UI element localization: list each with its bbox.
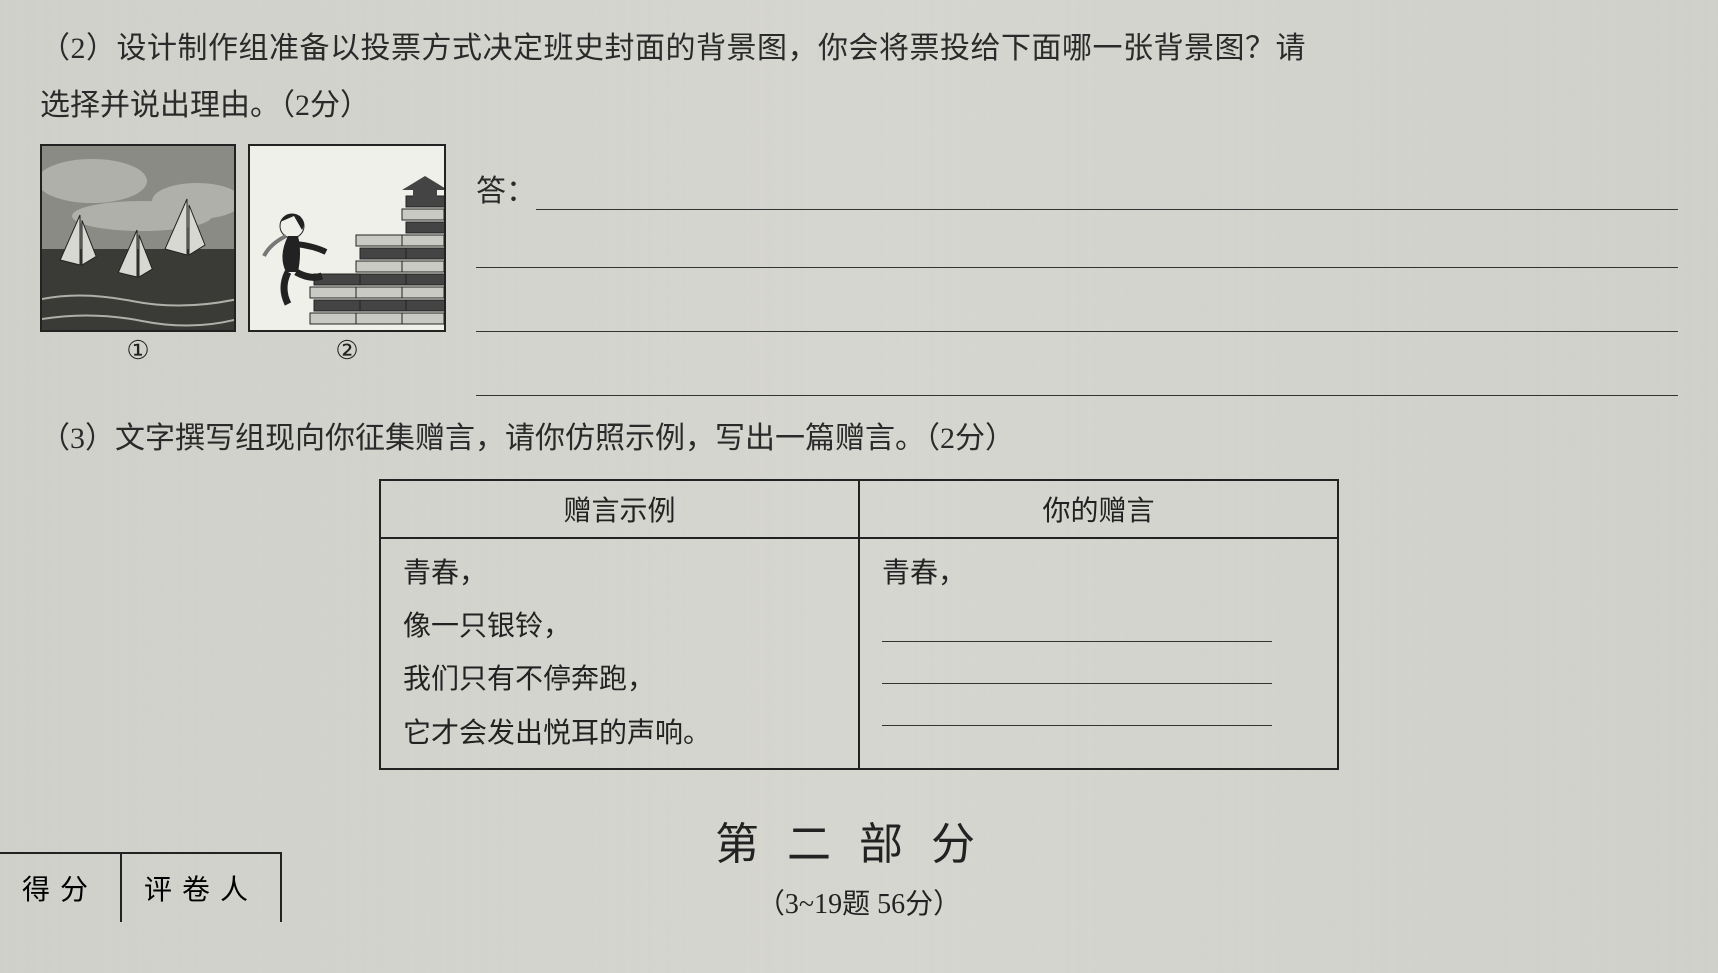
image-1-sailboats: [40, 144, 236, 332]
q3-prompt: （3）文字撰写组现向你征集赠言，请你仿照示例，写出一篇赠言。（2分）: [40, 410, 1678, 467]
score-cell-pingjuanren: 评卷人: [122, 854, 280, 922]
example-line-1: 青春，: [403, 547, 836, 600]
score-cell-defen: 得分: [0, 854, 122, 922]
answer-label: 答：: [476, 166, 536, 210]
your-blank-2[interactable]: [882, 662, 1272, 684]
q2-prompt-line1: （2）设计制作组准备以投票方式决定班史封面的背景图，你会将票投给下面哪一张背景图…: [40, 20, 1678, 77]
image-wrap-1: ①: [40, 144, 236, 366]
table-header-right: 你的赠言: [859, 480, 1338, 538]
image-1-label: ①: [126, 336, 149, 366]
example-line-2: 像一只银铃，: [403, 600, 836, 653]
score-row: 得分 评卷人: [0, 852, 282, 922]
example-line-4: 它才会发出悦耳的声响。: [403, 707, 836, 760]
answer-column: 答：: [476, 144, 1678, 402]
image-wrap-2: ②: [248, 144, 446, 366]
example-line-3: 我们只有不停奔跑，: [403, 653, 836, 706]
part2-subtitle: （3~19题 56分）: [40, 882, 1678, 922]
part2-header: 第二部分 （3~19题 56分）: [40, 808, 1678, 922]
your-line-start: 青春，: [882, 547, 1315, 600]
your-blank-3[interactable]: [882, 704, 1272, 726]
table-cell-your-answer: 青春，: [859, 538, 1338, 769]
image-2-label: ②: [335, 336, 358, 366]
score-box: 得分 评卷人: [0, 852, 282, 922]
part2-title: 第二部分: [40, 808, 1678, 872]
answer-blank-line-1[interactable]: [536, 176, 1678, 210]
table-cell-example: 青春， 像一只银铃， 我们只有不停奔跑， 它才会发出悦耳的声响。: [380, 538, 859, 769]
your-blank-1[interactable]: [882, 620, 1272, 642]
answer-blank-line-3[interactable]: [476, 296, 1678, 332]
table-header-left: 赠言示例: [380, 480, 859, 538]
images-answer-row: ①: [40, 144, 1678, 402]
answer-blank-line-2[interactable]: [476, 232, 1678, 268]
zengyan-table: 赠言示例 你的赠言 青春， 像一只银铃， 我们只有不停奔跑， 它才会发出悦耳的声…: [379, 479, 1339, 770]
q2-prompt-line2: 选择并说出理由。（2分）: [40, 77, 1678, 134]
answer-blank-line-4[interactable]: [476, 360, 1678, 396]
image-2-books-student: [248, 144, 446, 332]
images-col: ①: [40, 144, 446, 366]
